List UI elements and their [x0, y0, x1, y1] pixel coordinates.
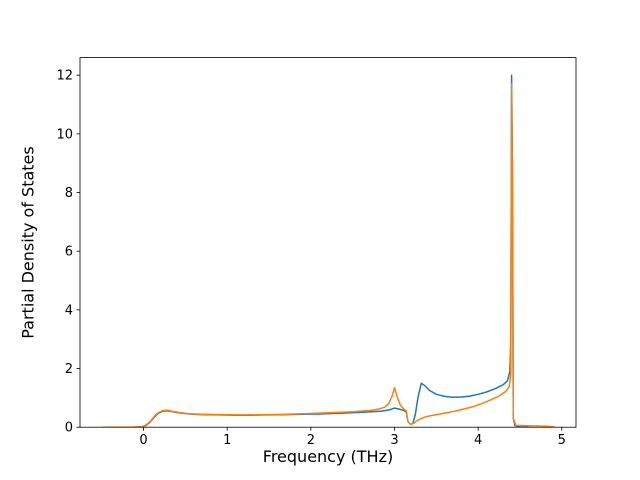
y-tick-label: 10	[56, 127, 73, 142]
x-tick-label: 2	[307, 433, 315, 448]
y-tick-label: 12	[56, 69, 73, 84]
series-pdos-2	[101, 83, 556, 428]
x-axis-label: Frequency (THz)	[262, 447, 394, 466]
x-tick-label: 5	[558, 433, 566, 448]
y-tick-label: 6	[65, 245, 73, 260]
axes-spines	[79, 57, 577, 428]
y-axis-label: Partial Density of States	[18, 146, 38, 339]
series-pdos-1	[101, 74, 529, 428]
x-tick-label: 3	[390, 433, 398, 448]
x-tick-label: 1	[223, 433, 231, 448]
y-tick-label: 2	[65, 362, 73, 377]
y-tick-label: 0	[65, 421, 73, 436]
y-tick-label: 4	[65, 303, 73, 318]
y-tick-label: 8	[65, 186, 73, 201]
x-tick-label: 4	[474, 433, 482, 448]
x-tick-label: 0	[139, 433, 147, 448]
